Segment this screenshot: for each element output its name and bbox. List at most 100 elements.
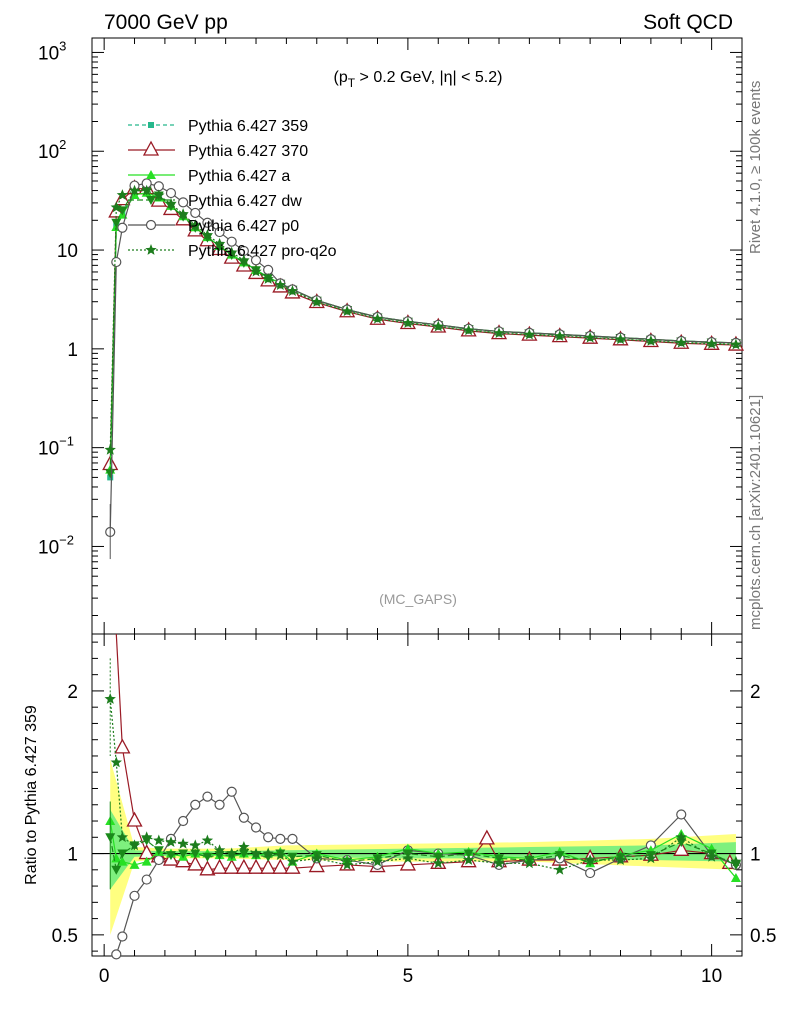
legend-label-c359: Pythia 6.427 359 bbox=[188, 118, 308, 135]
legend-label-a: Pythia 6.427 a bbox=[188, 168, 290, 185]
y-tick-exponent: 3 bbox=[59, 38, 66, 53]
legend-label-p0: Pythia 6.427 p0 bbox=[188, 218, 299, 235]
point-star bbox=[145, 244, 157, 255]
y-tick-base: 10 bbox=[57, 241, 78, 262]
legend-label-q2o: Pythia 6.427 pro-q2o bbox=[188, 243, 337, 260]
ratio-line-c370 bbox=[115, 633, 731, 871]
point-triangle-down bbox=[153, 846, 164, 856]
point-circle-open bbox=[141, 874, 152, 885]
ratio-y-tick-label-right: 1 bbox=[750, 845, 761, 866]
point-star bbox=[141, 184, 153, 196]
x-tick-label: 0 bbox=[99, 966, 110, 987]
point-star bbox=[432, 857, 444, 869]
ratio-y-axis-label: Ratio to Pythia 6.427 359 bbox=[23, 705, 40, 885]
ratio-y-tick-label-right: 2 bbox=[750, 682, 761, 703]
point-triangle-open bbox=[399, 855, 416, 871]
point-triangle-down bbox=[117, 206, 128, 216]
point-star bbox=[128, 839, 141, 851]
point-triangle-open bbox=[673, 840, 690, 856]
point-star bbox=[128, 184, 141, 196]
point-triangle-open bbox=[187, 855, 204, 871]
point-circle-open bbox=[129, 890, 140, 901]
point-triangle-open bbox=[126, 811, 143, 827]
point-star bbox=[238, 254, 250, 266]
point-triangle-open bbox=[235, 858, 252, 874]
point-circle-open bbox=[145, 219, 157, 231]
ratio-series-group bbox=[104, 633, 742, 960]
point-triangle-open bbox=[114, 738, 131, 754]
point-triangle-down bbox=[554, 851, 565, 861]
point-star bbox=[226, 847, 238, 859]
yellow-band bbox=[110, 759, 736, 935]
point-star bbox=[341, 858, 353, 870]
point-triangle-down bbox=[146, 196, 156, 205]
point-triangle-down bbox=[111, 865, 122, 875]
y-tick-label: 10 bbox=[57, 241, 78, 262]
point-star bbox=[675, 831, 687, 843]
point-star bbox=[371, 855, 384, 867]
point-star bbox=[274, 279, 286, 290]
y-tick-exponent: −2 bbox=[59, 532, 74, 547]
point-triangle-down bbox=[178, 849, 189, 859]
point-star bbox=[165, 197, 177, 209]
point-star bbox=[274, 849, 286, 860]
x-tick-label: 10 bbox=[701, 966, 722, 987]
point-star bbox=[311, 296, 323, 307]
header-right-label: Soft QCD bbox=[643, 11, 733, 34]
point-triangle-open bbox=[142, 140, 160, 156]
point-star bbox=[705, 337, 718, 349]
point-star bbox=[141, 831, 153, 843]
point-star bbox=[110, 756, 122, 768]
point-star bbox=[402, 852, 414, 864]
point-triangle bbox=[129, 859, 140, 869]
point-triangle bbox=[141, 856, 152, 866]
ratio-y-tick-label-left: 1 bbox=[67, 845, 78, 866]
point-star bbox=[614, 333, 627, 345]
point-triangle-open bbox=[223, 858, 240, 874]
point-star bbox=[165, 836, 177, 847]
y-tick-base: 1 bbox=[67, 340, 78, 361]
point-circle-open bbox=[263, 832, 274, 843]
green-band bbox=[110, 809, 736, 890]
y-tick-label: 1 bbox=[67, 340, 78, 361]
plot-title: (pT > 0.2 GeV, |η| < 5.2) bbox=[334, 69, 503, 90]
y-tick-exponent: 2 bbox=[59, 137, 66, 152]
point-star bbox=[462, 324, 475, 336]
point-star bbox=[523, 857, 536, 869]
point-circle-open bbox=[165, 187, 177, 199]
legend-label-c370: Pythia 6.427 370 bbox=[188, 143, 308, 160]
point-star bbox=[177, 837, 189, 849]
point-star bbox=[341, 305, 353, 317]
point-star bbox=[493, 327, 505, 339]
ratio-plot-frame bbox=[91, 633, 743, 957]
point-circle-open bbox=[238, 812, 249, 823]
point-triangle-down bbox=[165, 851, 176, 861]
point-star bbox=[177, 208, 189, 219]
legend: Pythia 6.427 359 Pythia 6.427 370 Pythia 6… bbox=[128, 118, 337, 260]
point-circle-open bbox=[190, 799, 201, 810]
point-circle-open bbox=[202, 791, 213, 802]
point-circle-open bbox=[117, 222, 128, 233]
point-star bbox=[584, 331, 596, 343]
point-triangle-down bbox=[433, 852, 444, 862]
point-star bbox=[584, 854, 596, 865]
point-star bbox=[554, 330, 566, 341]
point-star bbox=[116, 831, 129, 843]
point-star bbox=[238, 841, 250, 852]
point-star bbox=[153, 189, 165, 201]
point-triangle-down bbox=[190, 849, 201, 859]
point-circle-open bbox=[153, 854, 164, 866]
point-circle-open bbox=[226, 236, 237, 247]
y-tick-base: 10 bbox=[38, 439, 59, 460]
ratio-uncertainty-band bbox=[92, 759, 742, 935]
y-tick-label: 103 bbox=[38, 38, 66, 64]
point-star bbox=[730, 855, 742, 867]
ratio-axis-ticks: 0.5 0.5 1 1 2 2 0 5 10 bbox=[52, 634, 776, 987]
point-star bbox=[493, 857, 505, 869]
point-star bbox=[645, 335, 657, 346]
y-tick-label: 10−2 bbox=[38, 532, 74, 558]
point-star bbox=[201, 229, 214, 240]
point-star bbox=[462, 854, 475, 865]
